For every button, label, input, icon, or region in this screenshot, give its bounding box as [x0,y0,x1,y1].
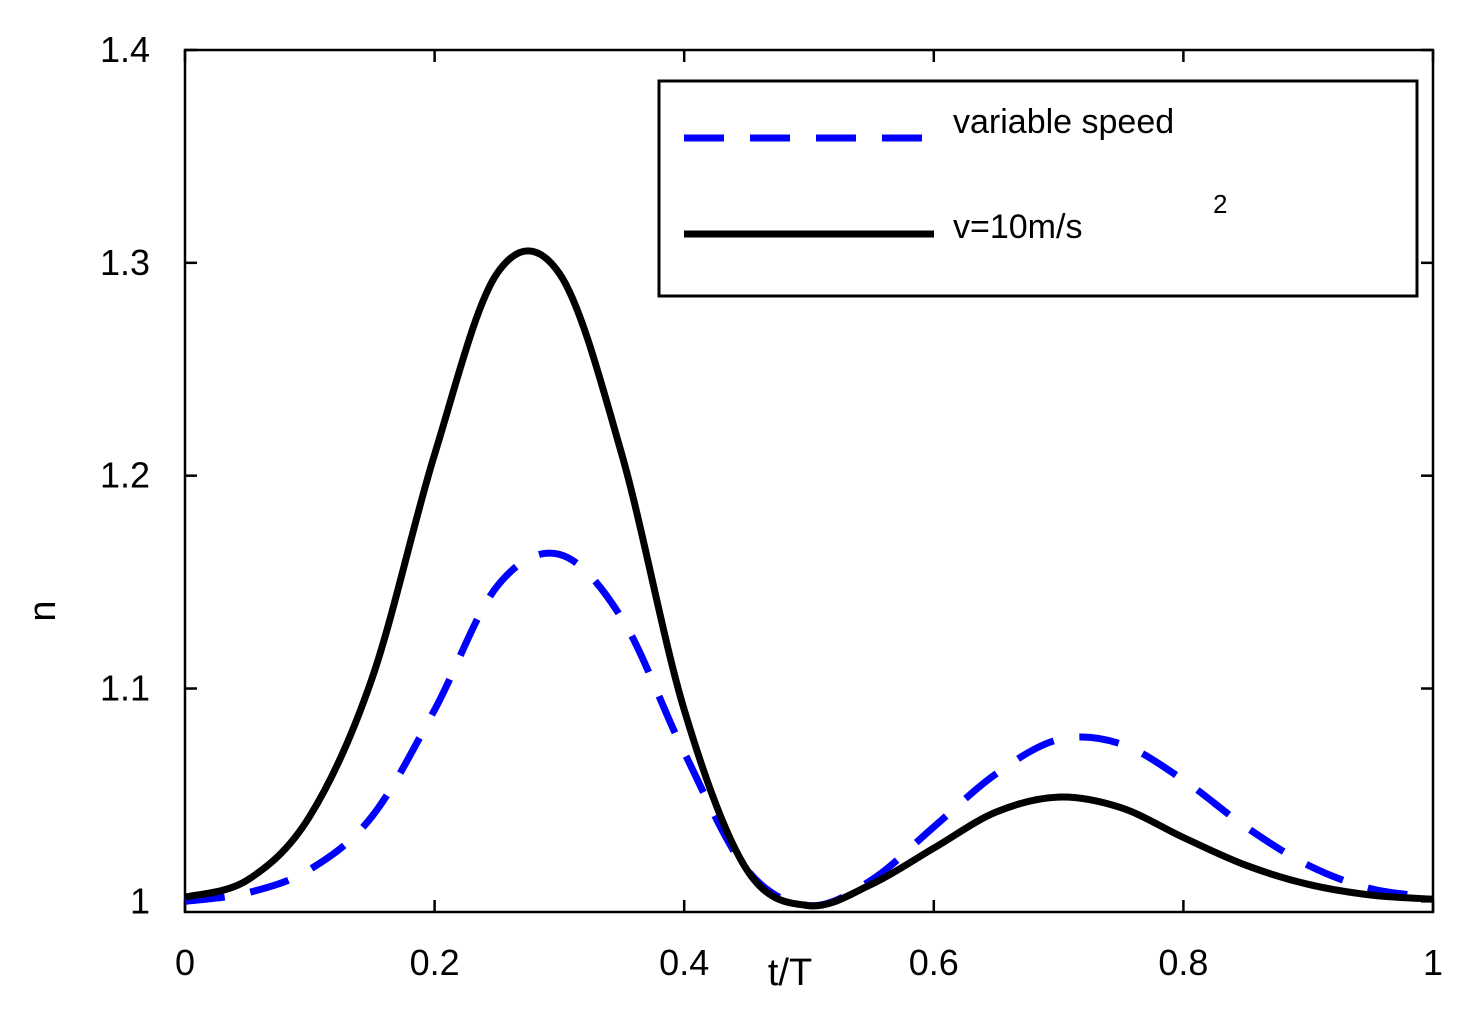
series-line-1 [184,247,1434,910]
x-axis-label: t/T [768,952,812,994]
x-tick-label: 0.6 [909,942,959,983]
x-tick-label: 0.2 [410,942,460,983]
x-tick-label: 0 [175,942,195,983]
y-tick-label: 1.2 [100,455,150,496]
y-tick-label: 1.3 [100,242,150,283]
x-axis-ticks: 0 0.2 0.4 0.6 0.8 1 [175,50,1443,983]
legend-superscript: 2 [1213,189,1227,219]
legend-label-variable-speed: variable speed [953,103,1174,141]
legend-box [657,79,1419,298]
x-tick-label: 0.8 [1158,942,1208,983]
legend: variable speed v=10m/s 2 [657,79,1419,298]
x-tick-label: 1 [1423,942,1443,983]
y-tick-label: 1.4 [100,29,150,70]
y-tick-label: 1.1 [100,668,150,709]
y-axis-ticks: 1 1.1 1.2 1.3 1.4 [100,29,1433,921]
legend-label-v10: v=10m/s [953,208,1082,246]
series-layer [184,247,1434,910]
y-tick-label: 1 [130,880,150,921]
y-axis-label: n [22,600,64,621]
x-tick-label: 0.4 [659,942,709,983]
